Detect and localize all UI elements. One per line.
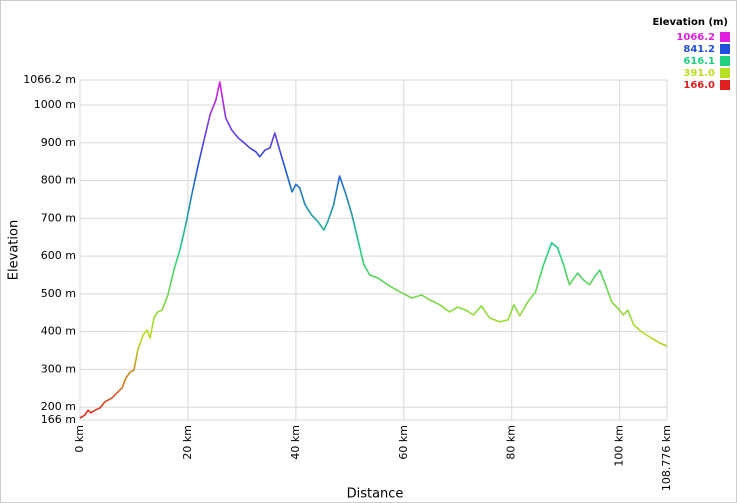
- legend-label: 841.2: [683, 44, 715, 55]
- legend-title: Elevation (m): [652, 17, 728, 28]
- y-tick-label: 900 m: [41, 136, 76, 149]
- y-axis-label: Elevation: [7, 220, 22, 280]
- x-tick-label: 108.776 km: [660, 425, 673, 491]
- y-tick-label: 600 m: [41, 249, 76, 262]
- x-tick-label: 20 km: [181, 425, 194, 460]
- legend-swatch: [720, 44, 730, 54]
- x-tick-label: 80 km: [505, 425, 518, 460]
- x-tick-label: 40 km: [289, 425, 302, 460]
- y-tick-label: 166 m: [41, 413, 76, 426]
- x-tick-label: 0 km: [73, 425, 86, 453]
- y-tick-label: 800 m: [41, 174, 76, 187]
- legend-label: 166.0: [683, 80, 715, 91]
- y-tick-label: 700 m: [41, 211, 76, 224]
- y-tick-label: 500 m: [41, 287, 76, 300]
- legend-label: 1066.2: [676, 32, 715, 43]
- y-tick-label: 1066.2 m: [23, 73, 76, 86]
- legend-swatch: [720, 80, 730, 90]
- elevation-line: [79, 81, 668, 419]
- y-tick-label: 300 m: [41, 362, 76, 375]
- x-tick-label: 100 km: [613, 425, 626, 467]
- y-tick-label: 1000 m: [34, 98, 76, 111]
- y-tick-label: 400 m: [41, 325, 76, 338]
- x-axis-label: Distance: [347, 487, 404, 502]
- y-tick-label: 200 m: [41, 400, 76, 413]
- legend-swatch: [720, 56, 730, 66]
- legend-label: 616.1: [683, 56, 715, 67]
- legend-swatch: [720, 32, 730, 42]
- x-tick-label: 60 km: [397, 425, 410, 460]
- legend-swatch: [720, 68, 730, 78]
- legend-label: 391.0: [683, 68, 715, 79]
